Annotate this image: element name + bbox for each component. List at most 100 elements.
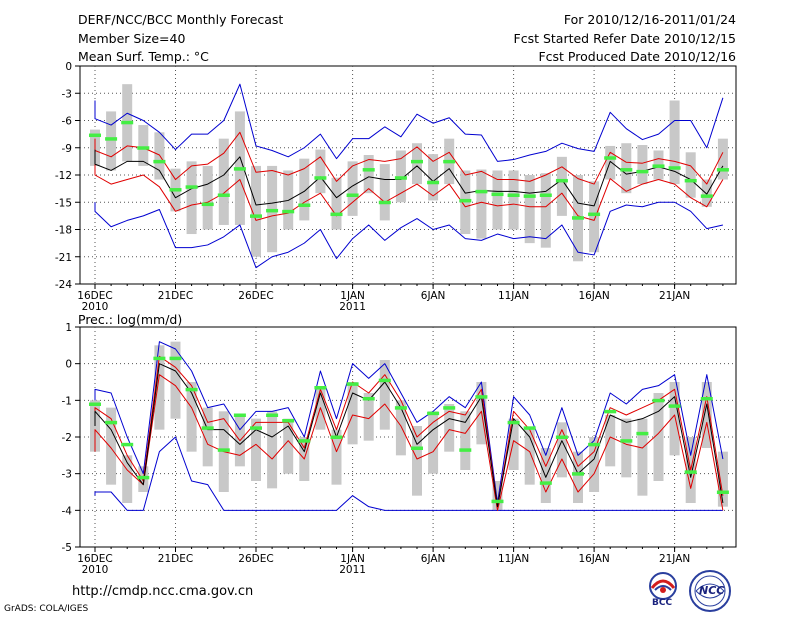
spread-box [218, 138, 229, 225]
y-tick-label: -12 [55, 170, 72, 182]
member-marker [539, 481, 552, 485]
series-min-line [94, 436, 723, 511]
y-tick-label: -21 [55, 252, 72, 264]
spread-box [717, 451, 728, 507]
member-marker [684, 178, 697, 183]
spread-box [669, 382, 680, 456]
spread-box [267, 411, 278, 489]
member-marker [507, 420, 520, 425]
series-upper-line [94, 131, 724, 185]
y-tick-label: -9 [62, 143, 72, 155]
x-tick-label: 11JAN [498, 290, 529, 302]
y-tick-label: 0 [65, 359, 72, 371]
member-marker [411, 446, 423, 450]
member-marker [298, 203, 311, 207]
member-marker [266, 413, 279, 417]
spread-box [460, 411, 471, 470]
member-marker [427, 411, 440, 416]
spread-box [379, 360, 390, 430]
member-marker [523, 426, 536, 430]
member-marker [282, 419, 295, 423]
spread-box [508, 170, 519, 230]
spread-box [299, 158, 310, 221]
member-marker [475, 189, 488, 194]
member-marker [572, 216, 584, 220]
member-marker [217, 448, 230, 452]
spread-box [540, 173, 551, 248]
grads-credit: GrADS: COLA/IGES [4, 604, 89, 614]
spread-box [540, 448, 551, 503]
member-marker [185, 185, 198, 189]
member-marker [217, 193, 230, 197]
spread-box [444, 404, 455, 452]
member-marker [201, 202, 214, 207]
bcc-logo-text: BCC [652, 598, 673, 608]
spread-box [412, 426, 422, 496]
spread-box [428, 411, 439, 474]
variable-label: Mean Surf. Temp.: °C [78, 49, 209, 64]
footer-url[interactable]: http://cmdp.ncc.cma.gov.cn [72, 584, 254, 599]
member-marker [346, 382, 359, 386]
member-marker [169, 188, 182, 192]
spread-box [395, 400, 406, 456]
member-marker [572, 472, 584, 476]
spread-box [589, 437, 600, 492]
member-marker [427, 180, 440, 185]
series-max-line [94, 341, 724, 504]
x-tick-sublabel: 2011 [339, 301, 366, 313]
y-tick-label: -15 [55, 197, 72, 209]
spread-box [508, 418, 519, 470]
precip-label: Prec.: log(mm/d) [78, 312, 183, 327]
member-marker [89, 133, 101, 138]
x-tick-sublabel: 2010 [82, 564, 109, 576]
spread-box [315, 149, 326, 194]
spread-box [186, 161, 197, 235]
member-marker [539, 193, 552, 197]
spread-box [202, 165, 213, 230]
x-tick-label: 6JAN [421, 553, 446, 565]
member-marker [620, 168, 633, 172]
member-marker [250, 426, 262, 430]
y-tick-label: -5 [62, 542, 72, 554]
y-tick-label: -18 [55, 225, 72, 237]
member-marker [89, 402, 101, 406]
y-tick-label: -24 [55, 279, 72, 291]
member-marker [137, 475, 150, 480]
spread-box [653, 393, 664, 481]
spread-box [589, 181, 600, 253]
y-tick-label: 1 [65, 322, 72, 334]
member-marker [491, 192, 504, 197]
x-tick-label: 16JAN [578, 290, 609, 302]
spread-box [347, 382, 358, 445]
member-marker [555, 178, 568, 183]
spread-box [106, 407, 117, 485]
member-marker [588, 442, 601, 447]
spread-box [637, 418, 648, 496]
member-marker [668, 404, 681, 408]
member-marker [443, 159, 456, 164]
spread-box [573, 451, 583, 503]
spread-box [202, 407, 213, 467]
member-marker [121, 120, 134, 125]
member-marker [314, 386, 327, 390]
spread-box [556, 156, 567, 216]
y-tick-label: -3 [62, 88, 72, 100]
ncc-logo-text: NCC [699, 584, 725, 597]
series-min-line [94, 201, 724, 269]
bcc-logo: BCC [642, 570, 684, 610]
y-tick-label: -4 [62, 505, 73, 517]
series-max-line [94, 83, 724, 162]
member-marker [459, 448, 472, 452]
member-marker [378, 200, 391, 205]
spread-box [637, 145, 648, 185]
x-tick-label: 16JAN [578, 553, 609, 565]
spread-box [379, 164, 390, 221]
spread-box [315, 389, 326, 430]
spread-box [331, 429, 342, 485]
member-marker [700, 397, 713, 401]
member-marker [507, 193, 520, 197]
member-marker [346, 193, 359, 197]
x-tick-label: 16DEC [77, 553, 112, 565]
spread-box [283, 418, 294, 474]
spread-box [170, 341, 181, 419]
